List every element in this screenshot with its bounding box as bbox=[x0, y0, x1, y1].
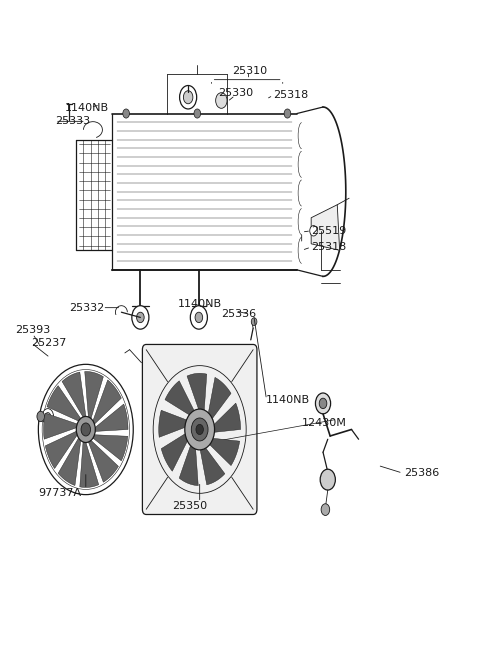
Text: 25333: 25333 bbox=[55, 116, 90, 126]
Text: 1140NB: 1140NB bbox=[179, 299, 222, 309]
Circle shape bbox=[183, 91, 193, 104]
Circle shape bbox=[216, 93, 227, 108]
Polygon shape bbox=[161, 432, 190, 471]
Polygon shape bbox=[179, 442, 198, 486]
Circle shape bbox=[321, 504, 330, 516]
Circle shape bbox=[315, 393, 331, 414]
Text: 25519: 25519 bbox=[311, 226, 347, 236]
Polygon shape bbox=[165, 381, 196, 417]
Polygon shape bbox=[311, 205, 340, 250]
Polygon shape bbox=[62, 372, 86, 417]
Polygon shape bbox=[47, 386, 81, 421]
Text: 25332: 25332 bbox=[69, 303, 105, 313]
Circle shape bbox=[81, 423, 91, 436]
Text: 25318: 25318 bbox=[273, 90, 309, 101]
Circle shape bbox=[76, 417, 96, 443]
Circle shape bbox=[194, 109, 201, 118]
Polygon shape bbox=[207, 377, 231, 422]
Circle shape bbox=[251, 318, 257, 326]
Polygon shape bbox=[85, 371, 103, 419]
Polygon shape bbox=[58, 438, 81, 486]
Circle shape bbox=[191, 306, 207, 329]
Polygon shape bbox=[187, 373, 207, 415]
Polygon shape bbox=[207, 438, 240, 466]
Text: 1140NB: 1140NB bbox=[64, 103, 108, 113]
FancyBboxPatch shape bbox=[143, 344, 257, 514]
Text: 25386: 25386 bbox=[404, 468, 439, 478]
Circle shape bbox=[137, 312, 144, 323]
Polygon shape bbox=[88, 440, 119, 482]
Circle shape bbox=[319, 398, 327, 409]
Polygon shape bbox=[44, 413, 77, 439]
Circle shape bbox=[132, 306, 149, 329]
Text: 97737A: 97737A bbox=[38, 487, 81, 497]
Polygon shape bbox=[45, 431, 77, 468]
Text: 25330: 25330 bbox=[218, 87, 253, 98]
Circle shape bbox=[123, 109, 130, 118]
Polygon shape bbox=[93, 435, 128, 461]
Circle shape bbox=[192, 418, 208, 441]
Text: 25310: 25310 bbox=[232, 66, 267, 76]
Text: 12430M: 12430M bbox=[301, 418, 347, 428]
Polygon shape bbox=[93, 380, 121, 424]
Circle shape bbox=[38, 365, 133, 495]
Circle shape bbox=[37, 411, 45, 422]
Circle shape bbox=[42, 369, 130, 489]
Polygon shape bbox=[80, 442, 99, 487]
Polygon shape bbox=[95, 404, 128, 432]
Text: 25336: 25336 bbox=[221, 309, 256, 319]
Circle shape bbox=[180, 85, 197, 109]
Circle shape bbox=[310, 225, 317, 236]
Circle shape bbox=[195, 312, 203, 323]
Circle shape bbox=[42, 409, 54, 424]
Text: 25393: 25393 bbox=[14, 325, 50, 335]
Text: 25350: 25350 bbox=[173, 501, 208, 510]
Polygon shape bbox=[159, 410, 190, 438]
Polygon shape bbox=[199, 445, 225, 485]
Polygon shape bbox=[211, 403, 240, 433]
Text: 25318: 25318 bbox=[311, 242, 347, 252]
Circle shape bbox=[185, 409, 215, 450]
Circle shape bbox=[196, 424, 204, 434]
Circle shape bbox=[320, 469, 336, 490]
Text: 25237: 25237 bbox=[31, 338, 67, 348]
Circle shape bbox=[284, 109, 291, 118]
Circle shape bbox=[45, 413, 51, 420]
Text: 1140NB: 1140NB bbox=[266, 395, 310, 405]
